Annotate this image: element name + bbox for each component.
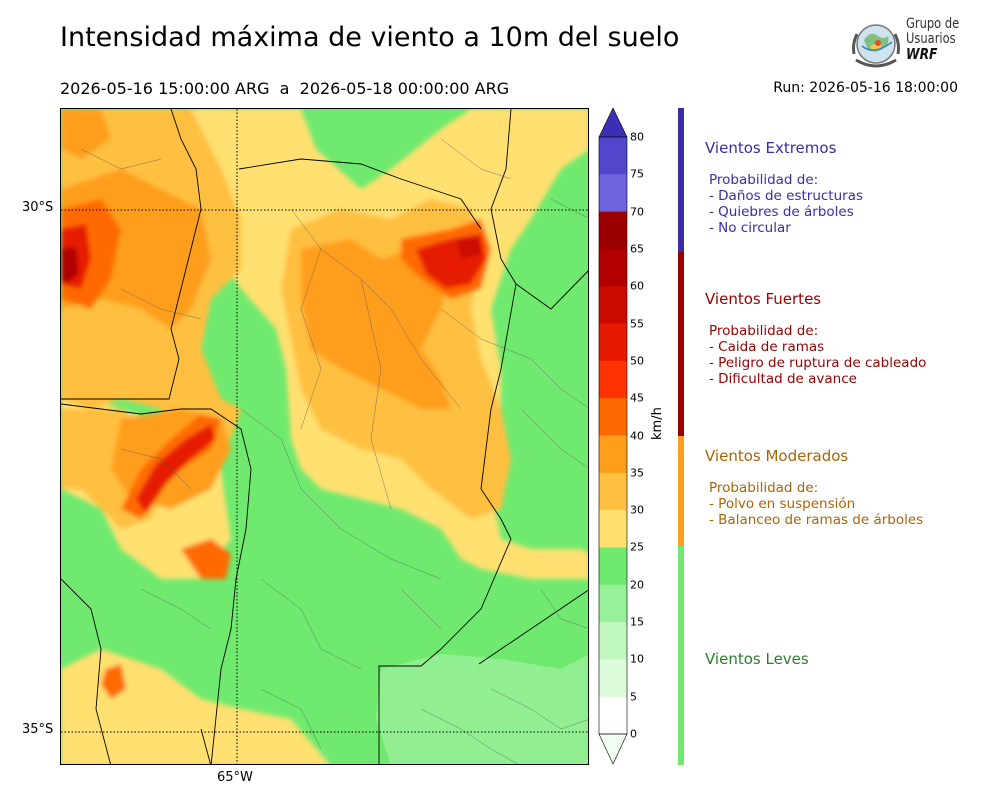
period-end: 2026-05-18 00:00:00 ARG xyxy=(299,79,510,98)
logo-line-2: Usuarios xyxy=(906,31,956,47)
colorbar-cell xyxy=(599,547,627,586)
colorbar-tick-label: 35 xyxy=(630,466,644,480)
wind-zone-15-20-southeast xyxy=(376,654,588,764)
logo-line-1: Grupo de xyxy=(906,16,960,32)
colorbar-tick-label: 5 xyxy=(630,690,637,704)
colorbar-cell xyxy=(599,510,627,548)
category-name: Vientos Extremos xyxy=(705,139,837,157)
colorbar-tick-label: 30 xyxy=(630,503,644,517)
colorbar-cell xyxy=(599,435,627,474)
colorbar-tick-label: 10 xyxy=(630,652,644,666)
colorbar-cell xyxy=(599,622,627,660)
category-name: Vientos Leves xyxy=(705,650,809,668)
colorbar-tick-label: 0 xyxy=(630,727,637,741)
colorbar-cell xyxy=(599,398,627,436)
logo-text: Grupo de Usuarios WRF xyxy=(906,17,959,62)
colorbar-cell xyxy=(599,248,627,287)
category-item: - Daños de estructuras xyxy=(709,188,864,204)
wind-zone-40-45-small xyxy=(101,664,126,699)
category-description: Probabilidad de: - Daños de estructuras - … xyxy=(709,172,863,236)
colorbar-cell xyxy=(599,472,627,511)
category-item: - Peligro de ruptura de cableado xyxy=(709,355,927,371)
department-borders xyxy=(80,138,588,764)
colorbar-tick-label: 50 xyxy=(630,354,644,368)
wind-zone-35-40-center xyxy=(301,239,451,409)
category-bar xyxy=(678,108,684,252)
category-item: - Balanceo de ramas de árboles xyxy=(709,512,924,528)
lon-label-65w: 65°W xyxy=(217,770,253,785)
colorbar-cell xyxy=(599,137,627,175)
globe-emblem-icon xyxy=(851,24,901,68)
colorbar-tick-label: 70 xyxy=(630,205,644,219)
period-start: 2026-05-16 15:00:00 ARG xyxy=(60,79,270,98)
category-bar xyxy=(678,252,684,436)
colorbar-cell xyxy=(599,659,627,698)
colorbar-extend-min xyxy=(598,733,628,765)
colorbar-tick-label: 40 xyxy=(630,429,644,442)
category-name: Vientos Fuertes xyxy=(705,290,822,308)
colorbar-cell xyxy=(599,323,627,362)
colorbar-extend-max xyxy=(598,108,628,138)
category-item: - Polvo en suspensión xyxy=(709,496,856,512)
category-heading: Probabilidad de: xyxy=(709,480,819,496)
logo: Grupo de Usuarios WRF xyxy=(848,16,972,74)
colorbar-tick-label: 25 xyxy=(630,540,644,554)
category-heading: Probabilidad de: xyxy=(709,323,819,339)
colorbar-tick-label: 15 xyxy=(630,615,644,629)
wind-zone-25-30-southwest xyxy=(61,649,330,764)
colorbar-cell xyxy=(599,360,627,399)
colorbar-cell xyxy=(599,211,627,250)
category-item: - Dificultad de avance xyxy=(709,371,857,387)
lat-label-30s: 30°S xyxy=(22,200,54,215)
lat-label-35s: 35°S xyxy=(22,722,54,737)
category-item: - No circular xyxy=(709,220,791,236)
logo-brand: WRF xyxy=(906,45,938,63)
colorbar-tick-label: 65 xyxy=(630,242,644,256)
category-description: Probabilidad de: - Caida de ramas - Peligr… xyxy=(709,323,926,387)
map-title: Intensidad máxima de viento a 10m del su… xyxy=(60,22,680,53)
colorbar-tick-label: 55 xyxy=(630,317,644,331)
wind-zone-35-40-northwest xyxy=(61,109,111,159)
category-item: - Caida de ramas xyxy=(709,339,825,355)
colorbar-cell xyxy=(599,584,627,623)
colorbar-tick-label: 45 xyxy=(630,391,644,405)
colorbar-cell xyxy=(599,286,627,325)
colorbar-cell xyxy=(599,174,627,213)
province-borders xyxy=(61,109,588,764)
category-item: - Quiebres de árboles xyxy=(709,204,854,220)
colorbar-tick-label: 80 xyxy=(630,130,644,144)
category-name: Vientos Moderados xyxy=(705,447,849,465)
colorbar xyxy=(598,108,628,765)
colorbar-tick-label: 75 xyxy=(630,167,644,181)
category-bar xyxy=(678,436,684,546)
colorbar-tick-label: 20 xyxy=(630,578,644,592)
wind-zone-55-60-northeast xyxy=(456,237,481,259)
run-time: Run: 2026-05-16 18:00:00 xyxy=(773,80,958,96)
wind-map xyxy=(60,108,589,765)
wind-zone-45-55-band xyxy=(136,424,216,514)
period-separator: a xyxy=(279,79,290,98)
forecast-period: 2026-05-16 15:00:00 ARG a 2026-05-18 00:… xyxy=(60,79,509,98)
category-bar xyxy=(678,546,684,765)
colorbar-tick-label: 60 xyxy=(630,279,644,293)
category-description: Probabilidad de: - Polvo en suspensión - B… xyxy=(709,480,923,528)
category-heading: Probabilidad de: xyxy=(709,172,819,188)
wind-zone-55-60-core xyxy=(61,247,79,284)
colorbar-unit: km/h xyxy=(650,407,665,440)
wind-intensity-field xyxy=(61,109,588,764)
wind-zone-40-45-pocket xyxy=(181,539,231,579)
